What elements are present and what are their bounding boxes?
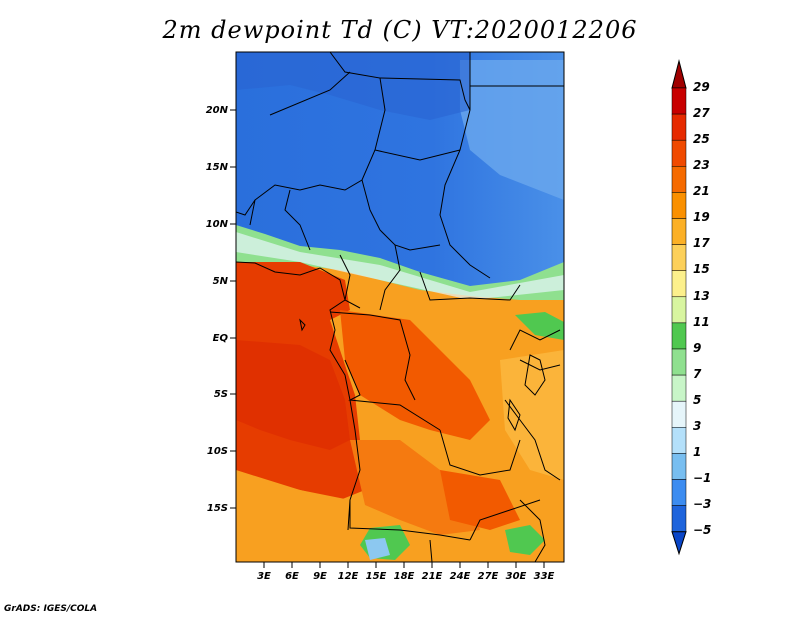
colorbar-label: 27 bbox=[693, 106, 710, 120]
colorbar-bottom-arrow bbox=[671, 531, 687, 556]
colorbar-segment bbox=[671, 427, 687, 454]
colorbar-segment bbox=[671, 113, 687, 141]
lat-label: 10N bbox=[206, 219, 229, 230]
colorbar-segment bbox=[671, 453, 687, 480]
colorbar-top-arrow bbox=[671, 59, 687, 89]
lon-label: 33E bbox=[534, 571, 555, 582]
colorbar-label: 21 bbox=[693, 184, 710, 198]
lon-label: 24E bbox=[450, 571, 471, 582]
grads-credit: GrADS: IGES/COLA bbox=[4, 604, 98, 614]
lon-label: 12E bbox=[338, 571, 359, 582]
lat-label: EQ bbox=[213, 333, 229, 344]
colorbar-segment bbox=[671, 479, 687, 506]
colorbar-label: 3 bbox=[693, 419, 701, 433]
lon-label: 30E bbox=[506, 571, 527, 582]
colorbar-segment bbox=[671, 139, 687, 167]
colorbar-label: 13 bbox=[693, 289, 710, 303]
map-title: 2m dewpoint Td (C) VT:2020012206 bbox=[162, 16, 638, 44]
lat-label: 15S bbox=[207, 503, 228, 514]
colorbar-label: 7 bbox=[693, 367, 702, 381]
colorbar-label: 19 bbox=[693, 210, 710, 224]
colorbar-segment bbox=[671, 374, 687, 402]
lon-label: 27E bbox=[478, 571, 499, 582]
lon-label: 3E bbox=[257, 571, 271, 582]
colorbar-segment bbox=[671, 270, 687, 298]
longitude-axis: 3E 6E 9E 12E 15E 18E 21E 24E 27E 30E 33E bbox=[257, 562, 555, 582]
lon-label: 18E bbox=[394, 571, 415, 582]
map-frame bbox=[235, 51, 565, 563]
colorbar-label: 1 bbox=[693, 445, 701, 459]
colorbar-label: −3 bbox=[693, 497, 711, 511]
colorbar-segment bbox=[671, 348, 687, 376]
lon-label: 15E bbox=[366, 571, 387, 582]
colorbar-segment bbox=[671, 322, 687, 350]
colorbar-label: 23 bbox=[693, 158, 710, 172]
colorbar-label: −1 bbox=[693, 471, 711, 485]
colorbar-label: 11 bbox=[693, 315, 710, 329]
colorbar-label: 15 bbox=[693, 262, 710, 276]
lat-label: 5S bbox=[214, 389, 228, 400]
colorbar-segment bbox=[671, 87, 687, 115]
colorbar-segment bbox=[671, 505, 687, 532]
colorbar-segment bbox=[671, 192, 687, 219]
dewpoint-field bbox=[236, 52, 564, 562]
colorbar-label: 25 bbox=[693, 132, 710, 146]
colorbar-labels: 29 27 25 23 21 19 17 15 13 11 9 7 5 3 1 … bbox=[693, 80, 711, 537]
colorbar bbox=[671, 59, 687, 556]
lat-label: 20N bbox=[206, 105, 229, 116]
colorbar-segment bbox=[671, 166, 687, 193]
colorbar-segment bbox=[671, 296, 687, 324]
lat-label: 15N bbox=[206, 162, 229, 173]
latitude-axis: 20N 15N 10N 5N EQ 5S 10S 15S bbox=[206, 105, 236, 514]
lon-label: 6E bbox=[285, 571, 299, 582]
colorbar-label: 9 bbox=[693, 341, 701, 355]
colorbar-label: 5 bbox=[693, 393, 701, 407]
colorbar-segment bbox=[671, 400, 687, 428]
colorbar-segment bbox=[671, 218, 687, 245]
colorbar-label: −5 bbox=[693, 523, 711, 537]
colorbar-segment bbox=[671, 244, 687, 271]
colorbar-label: 17 bbox=[693, 236, 710, 250]
lon-label: 9E bbox=[313, 571, 327, 582]
lat-label: 5N bbox=[213, 276, 229, 287]
colorbar-label: 29 bbox=[693, 80, 710, 94]
lat-label: 10S bbox=[207, 446, 228, 457]
lon-label: 21E bbox=[422, 571, 443, 582]
